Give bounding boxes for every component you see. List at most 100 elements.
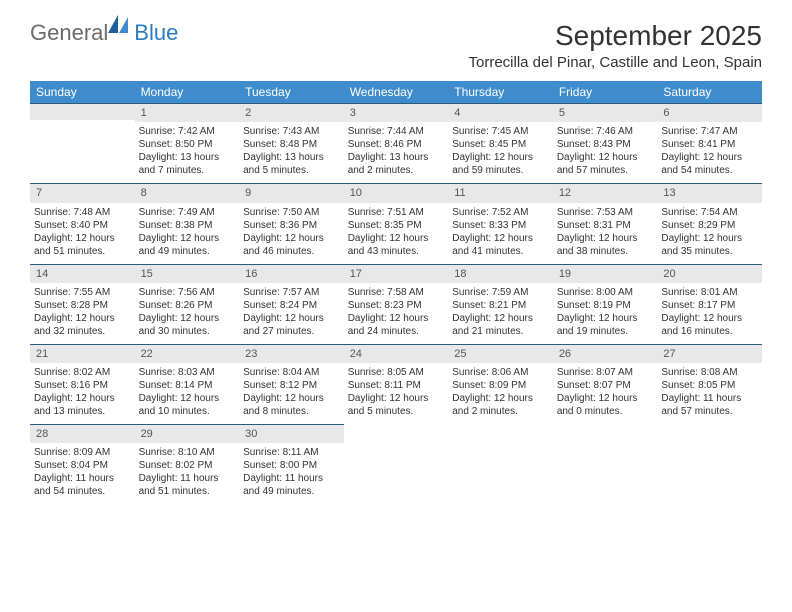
daylight: Daylight: 12 hours and 2 minutes.	[452, 392, 549, 418]
day-number: 30	[239, 424, 344, 443]
day-number: 19	[553, 264, 658, 283]
col-monday: Monday	[135, 81, 240, 103]
day-cell: 27Sunrise: 8:08 AMSunset: 8:05 PMDayligh…	[657, 344, 762, 424]
day-cell: 20Sunrise: 8:01 AMSunset: 8:17 PMDayligh…	[657, 264, 762, 344]
day-cell	[344, 424, 449, 504]
day-cell: 10Sunrise: 7:51 AMSunset: 8:35 PMDayligh…	[344, 183, 449, 263]
day-number: 11	[448, 183, 553, 202]
sunset: Sunset: 8:48 PM	[243, 138, 340, 151]
daylight: Daylight: 12 hours and 43 minutes.	[348, 232, 445, 258]
sunset: Sunset: 8:50 PM	[139, 138, 236, 151]
daylight: Daylight: 11 hours and 49 minutes.	[243, 472, 340, 498]
daylight: Daylight: 12 hours and 8 minutes.	[243, 392, 340, 418]
day-number: 7	[30, 183, 135, 202]
day-cell	[30, 103, 135, 183]
sunrise: Sunrise: 7:56 AM	[139, 286, 236, 299]
sunrise: Sunrise: 7:50 AM	[243, 206, 340, 219]
title-area: September 2025 Torrecilla del Pinar, Cas…	[468, 20, 762, 71]
sunset: Sunset: 8:41 PM	[661, 138, 758, 151]
day-cell: 1Sunrise: 7:42 AMSunset: 8:50 PMDaylight…	[135, 103, 240, 183]
day-number: 16	[239, 264, 344, 283]
sunrise: Sunrise: 7:48 AM	[34, 206, 131, 219]
sunrise: Sunrise: 8:04 AM	[243, 366, 340, 379]
calendar-table: Sunday Monday Tuesday Wednesday Thursday…	[30, 81, 762, 504]
sunset: Sunset: 8:31 PM	[557, 219, 654, 232]
daylight: Daylight: 12 hours and 19 minutes.	[557, 312, 654, 338]
month-title: September 2025	[468, 20, 762, 52]
day-cell: 12Sunrise: 7:53 AMSunset: 8:31 PMDayligh…	[553, 183, 658, 263]
day-number: 15	[135, 264, 240, 283]
daylight: Daylight: 12 hours and 38 minutes.	[557, 232, 654, 258]
day-cell: 18Sunrise: 7:59 AMSunset: 8:21 PMDayligh…	[448, 264, 553, 344]
sunset: Sunset: 8:26 PM	[139, 299, 236, 312]
col-sunday: Sunday	[30, 81, 135, 103]
sunrise: Sunrise: 8:11 AM	[243, 446, 340, 459]
sunset: Sunset: 8:40 PM	[34, 219, 131, 232]
week-row: 14Sunrise: 7:55 AMSunset: 8:28 PMDayligh…	[30, 264, 762, 344]
daylight: Daylight: 11 hours and 54 minutes.	[34, 472, 131, 498]
daylight: Daylight: 12 hours and 16 minutes.	[661, 312, 758, 338]
col-wednesday: Wednesday	[344, 81, 449, 103]
day-number: 24	[344, 344, 449, 363]
day-number: 1	[135, 103, 240, 122]
sunset: Sunset: 8:05 PM	[661, 379, 758, 392]
sunset: Sunset: 8:19 PM	[557, 299, 654, 312]
day-number: 18	[448, 264, 553, 283]
sunrise: Sunrise: 7:44 AM	[348, 125, 445, 138]
day-cell	[448, 424, 553, 504]
sunrise: Sunrise: 7:49 AM	[139, 206, 236, 219]
empty-day	[30, 103, 135, 120]
sunset: Sunset: 8:16 PM	[34, 379, 131, 392]
sunrise: Sunrise: 8:10 AM	[139, 446, 236, 459]
sunset: Sunset: 8:45 PM	[452, 138, 549, 151]
sunrise: Sunrise: 7:47 AM	[661, 125, 758, 138]
daylight: Daylight: 12 hours and 27 minutes.	[243, 312, 340, 338]
sunset: Sunset: 8:46 PM	[348, 138, 445, 151]
day-cell: 26Sunrise: 8:07 AMSunset: 8:07 PMDayligh…	[553, 344, 658, 424]
day-cell: 23 Sunrise: 8:04 AMSunset: 8:12 PMDayligh…	[239, 344, 344, 424]
daylight: Daylight: 12 hours and 13 minutes.	[34, 392, 131, 418]
sunrise: Sunrise: 8:08 AM	[661, 366, 758, 379]
sunset: Sunset: 8:09 PM	[452, 379, 549, 392]
day-cell: 29Sunrise: 8:10 AMSunset: 8:02 PMDayligh…	[135, 424, 240, 504]
day-cell: 11Sunrise: 7:52 AMSunset: 8:33 PMDayligh…	[448, 183, 553, 263]
day-cell: 25Sunrise: 8:06 AMSunset: 8:09 PMDayligh…	[448, 344, 553, 424]
week-row: 1Sunrise: 7:42 AMSunset: 8:50 PMDaylight…	[30, 103, 762, 183]
logo-text-general: General	[30, 20, 108, 46]
day-number: 22	[135, 344, 240, 363]
day-cell: 15Sunrise: 7:56 AMSunset: 8:26 PMDayligh…	[135, 264, 240, 344]
day-number: 4	[448, 103, 553, 122]
week-row: 28Sunrise: 8:09 AMSunset: 8:04 PMDayligh…	[30, 424, 762, 504]
day-number: 3	[344, 103, 449, 122]
daylight: Daylight: 12 hours and 24 minutes.	[348, 312, 445, 338]
daylight: Daylight: 13 hours and 2 minutes.	[348, 151, 445, 177]
sunrise: Sunrise: 8:03 AM	[139, 366, 236, 379]
day-cell: 13Sunrise: 7:54 AMSunset: 8:29 PMDayligh…	[657, 183, 762, 263]
daylight: Daylight: 12 hours and 49 minutes.	[139, 232, 236, 258]
sunrise: Sunrise: 7:58 AM	[348, 286, 445, 299]
day-number: 25	[448, 344, 553, 363]
daylight: Daylight: 12 hours and 10 minutes.	[139, 392, 236, 418]
day-number: 13	[657, 183, 762, 202]
sunrise: Sunrise: 7:45 AM	[452, 125, 549, 138]
daylight: Daylight: 13 hours and 5 minutes.	[243, 151, 340, 177]
calendar-body: 1Sunrise: 7:42 AMSunset: 8:50 PMDaylight…	[30, 103, 762, 504]
sunset: Sunset: 8:35 PM	[348, 219, 445, 232]
daylight: Daylight: 12 hours and 51 minutes.	[34, 232, 131, 258]
day-cell	[657, 424, 762, 504]
sunrise: Sunrise: 7:46 AM	[557, 125, 654, 138]
sunrise: Sunrise: 7:54 AM	[661, 206, 758, 219]
day-number: 23	[239, 344, 344, 363]
day-number: 5	[553, 103, 658, 122]
daylight: Daylight: 12 hours and 46 minutes.	[243, 232, 340, 258]
daylight: Daylight: 12 hours and 41 minutes.	[452, 232, 549, 258]
daylight: Daylight: 12 hours and 0 minutes.	[557, 392, 654, 418]
daylight: Daylight: 12 hours and 5 minutes.	[348, 392, 445, 418]
day-number: 12	[553, 183, 658, 202]
day-cell: 16Sunrise: 7:57 AMSunset: 8:24 PMDayligh…	[239, 264, 344, 344]
day-number: 2	[239, 103, 344, 122]
sunset: Sunset: 8:23 PM	[348, 299, 445, 312]
day-cell: 2Sunrise: 7:43 AMSunset: 8:48 PMDaylight…	[239, 103, 344, 183]
day-header-row: Sunday Monday Tuesday Wednesday Thursday…	[30, 81, 762, 103]
sunset: Sunset: 8:12 PM	[243, 379, 340, 392]
